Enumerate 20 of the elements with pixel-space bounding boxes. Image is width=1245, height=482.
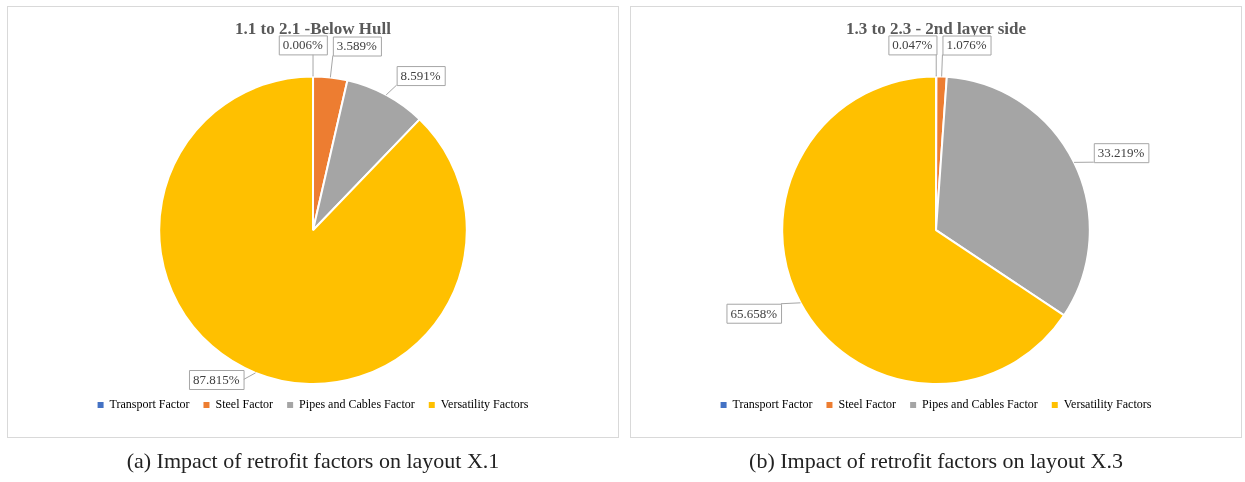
legend-label: Transport Factor xyxy=(109,397,190,412)
text: (b) Impact of retrofit factors on layout X.3 xyxy=(748,448,1124,474)
chart-title: 1.3 to 2.3 - 2nd layer side xyxy=(845,18,1027,38)
chart-title: 1.1 to 2.1 -Below Hull xyxy=(235,18,392,38)
data-label: 33.219% xyxy=(1097,145,1145,161)
data-label: 0.047% xyxy=(892,37,933,53)
data-label: 65.658% xyxy=(730,305,778,321)
text: (a) Impact of retrofit factors on layout X.1 xyxy=(125,448,501,474)
data-label: 87.815% xyxy=(192,371,240,387)
data-label: 8.591% xyxy=(400,67,441,83)
legend-label: Steel Factor xyxy=(215,397,274,412)
legend-label: Versatility Factors xyxy=(1063,397,1152,412)
legend-label: Transport Factor xyxy=(732,397,813,412)
data-label: 1.076% xyxy=(946,37,987,53)
legend-label: Pipes and Cables Factor xyxy=(299,397,415,412)
data-label: 0.006% xyxy=(282,37,324,53)
legend-label: Steel Factor xyxy=(838,397,897,412)
legend-label: Pipes and Cables Factor xyxy=(922,397,1038,412)
data-label: 3.589% xyxy=(336,38,378,54)
legend-label: Versatility Factors xyxy=(440,397,529,412)
